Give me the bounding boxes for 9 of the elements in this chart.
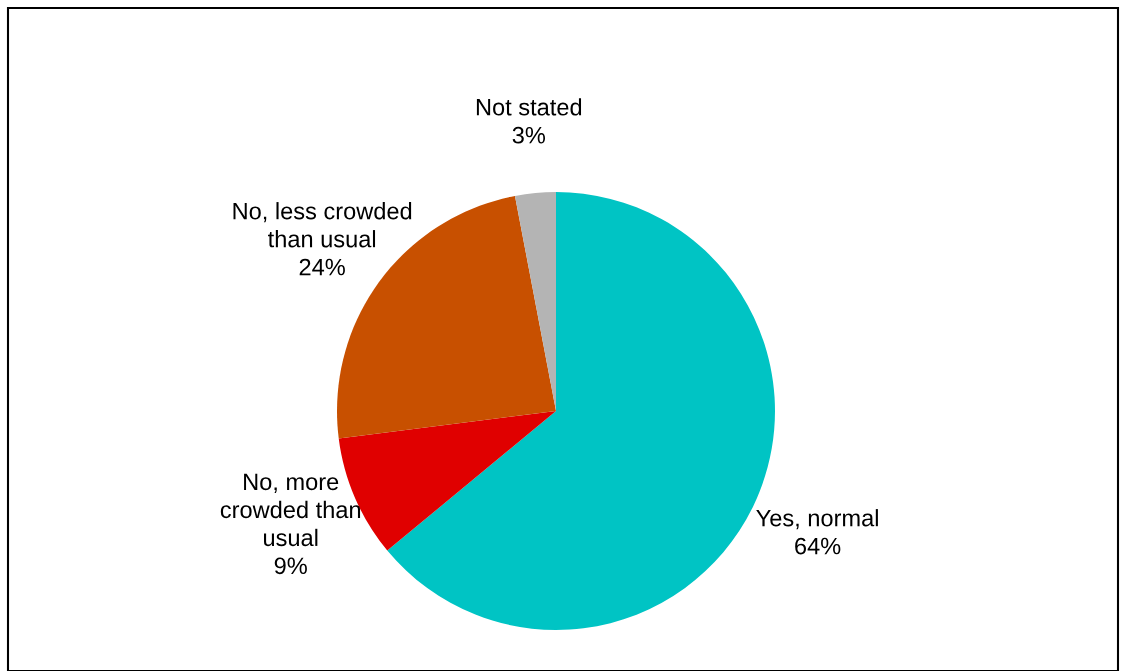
pie-slice [514,192,556,411]
slice-label: No, less crowded than usual [233,202,412,248]
data-label: 3% [512,126,546,144]
slice-label: Yes, normal [756,509,878,530]
slice-label: Not stated [476,98,582,116]
data-label: 64% [795,537,841,555]
data-label: 9% [274,557,307,575]
slice-label: No, more crowded than usual [220,473,361,547]
data-label: 24% [299,258,345,276]
